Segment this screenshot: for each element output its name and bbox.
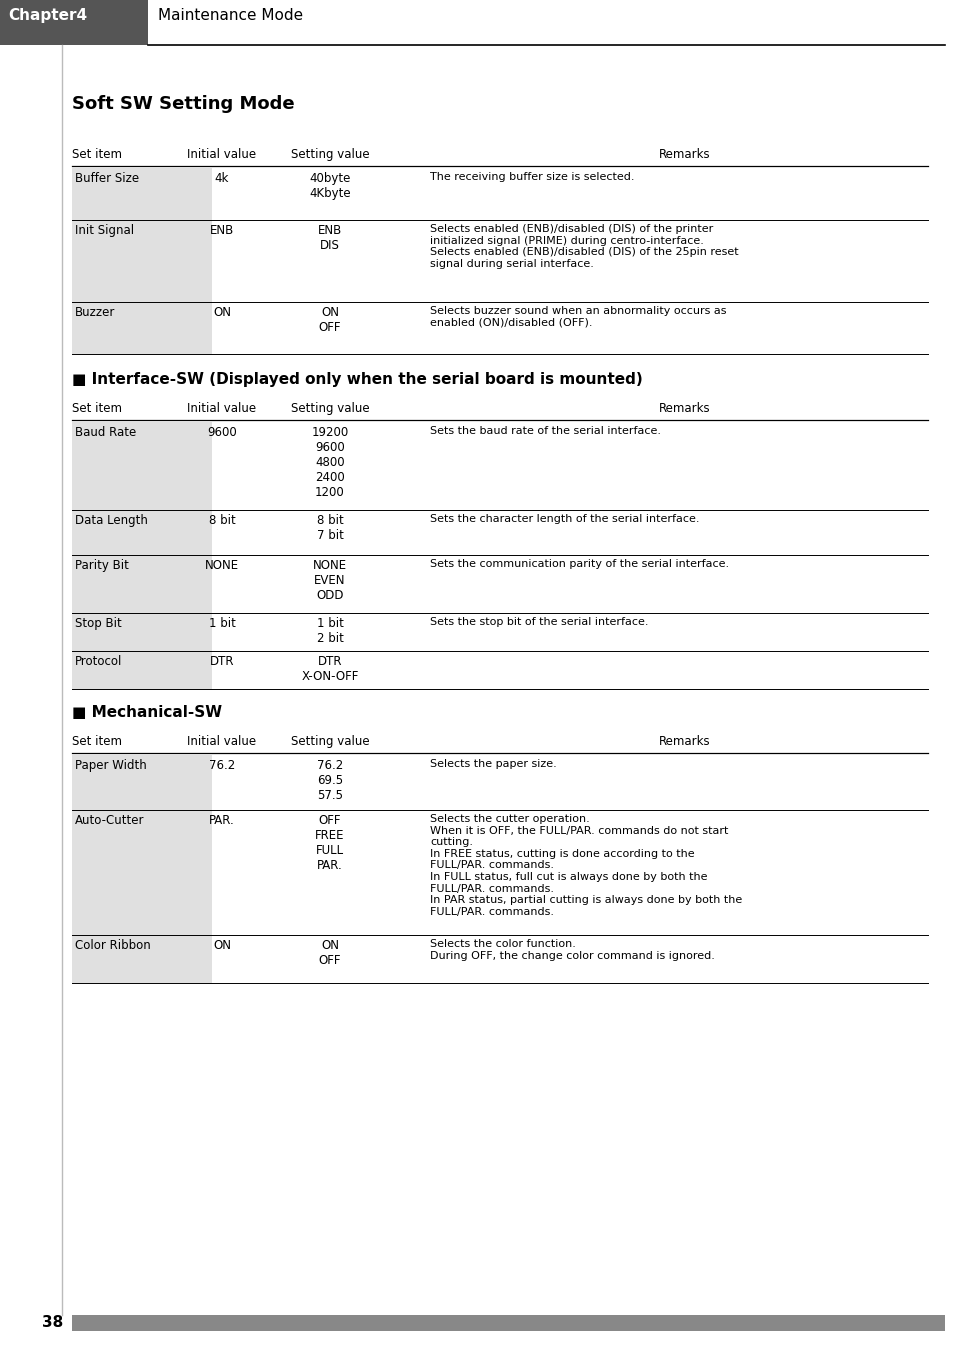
Text: Sets the stop bit of the serial interface.: Sets the stop bit of the serial interfac… <box>430 617 648 627</box>
Text: Data Length: Data Length <box>75 514 148 527</box>
Text: 40byte
4Kbyte: 40byte 4Kbyte <box>309 172 351 200</box>
Text: PAR.: PAR. <box>209 814 234 827</box>
Text: ON: ON <box>213 940 231 952</box>
Text: Initial value: Initial value <box>187 147 256 161</box>
Text: Sets the communication parity of the serial interface.: Sets the communication parity of the ser… <box>430 558 728 569</box>
Bar <box>71 556 212 612</box>
Text: 19200
9600
4800
2400
1200: 19200 9600 4800 2400 1200 <box>311 426 348 499</box>
Text: Setting value: Setting value <box>291 735 369 748</box>
Text: Set item: Set item <box>71 402 122 415</box>
Text: Buzzer: Buzzer <box>75 306 115 319</box>
Text: Remarks: Remarks <box>659 735 710 748</box>
Text: ON
OFF: ON OFF <box>318 940 341 967</box>
Text: Initial value: Initial value <box>187 735 256 748</box>
Text: ■ Interface-SW (Displayed only when the serial board is mounted): ■ Interface-SW (Displayed only when the … <box>71 372 642 387</box>
Text: Setting value: Setting value <box>291 147 369 161</box>
Text: Protocol: Protocol <box>75 654 122 668</box>
Text: DTR: DTR <box>210 654 234 668</box>
Text: 4k: 4k <box>214 172 229 185</box>
Bar <box>71 1315 944 1330</box>
Text: Selects the cutter operation.
When it is OFF, the FULL/PAR. commands do not star: Selects the cutter operation. When it is… <box>430 814 741 917</box>
Bar <box>0 0 148 45</box>
Text: NONE
EVEN
ODD: NONE EVEN ODD <box>313 558 347 602</box>
Text: Initial value: Initial value <box>187 402 256 415</box>
Text: ON
OFF: ON OFF <box>318 306 341 334</box>
Bar <box>71 612 212 652</box>
Text: Buffer Size: Buffer Size <box>75 172 139 185</box>
Text: Set item: Set item <box>71 147 122 161</box>
Text: 1 bit: 1 bit <box>209 617 235 630</box>
Text: The receiving buffer size is selected.: The receiving buffer size is selected. <box>430 172 634 183</box>
Text: Init Signal: Init Signal <box>75 224 134 237</box>
Text: DTR
X-ON-OFF: DTR X-ON-OFF <box>301 654 358 683</box>
Text: Auto-Cutter: Auto-Cutter <box>75 814 144 827</box>
Text: Sets the character length of the serial interface.: Sets the character length of the serial … <box>430 514 699 525</box>
Text: Setting value: Setting value <box>291 402 369 415</box>
Text: 8 bit
7 bit: 8 bit 7 bit <box>316 514 343 542</box>
Bar <box>71 301 212 354</box>
Text: Parity Bit: Parity Bit <box>75 558 129 572</box>
Text: Remarks: Remarks <box>659 402 710 415</box>
Text: Chapter4: Chapter4 <box>8 8 87 23</box>
Bar <box>71 168 212 220</box>
Bar <box>71 220 212 301</box>
Text: ON: ON <box>213 306 231 319</box>
Text: Maintenance Mode: Maintenance Mode <box>158 8 303 23</box>
Text: ■ Mechanical-SW: ■ Mechanical-SW <box>71 704 222 721</box>
Text: 76.2
69.5
57.5: 76.2 69.5 57.5 <box>316 758 343 802</box>
Text: Selects the color function.
During OFF, the change color command is ignored.: Selects the color function. During OFF, … <box>430 940 714 961</box>
Text: 9600: 9600 <box>207 426 236 439</box>
Text: ENB: ENB <box>210 224 233 237</box>
Text: Stop Bit: Stop Bit <box>75 617 122 630</box>
Bar <box>71 754 212 810</box>
Text: OFF
FREE
FULL
PAR.: OFF FREE FULL PAR. <box>314 814 344 872</box>
Bar <box>71 510 212 556</box>
Text: ENB
DIS: ENB DIS <box>317 224 342 251</box>
Text: Soft SW Setting Mode: Soft SW Setting Mode <box>71 95 294 114</box>
Text: 76.2: 76.2 <box>209 758 234 772</box>
Text: Selects the paper size.: Selects the paper size. <box>430 758 557 769</box>
Bar <box>71 652 212 690</box>
Text: Set item: Set item <box>71 735 122 748</box>
Bar <box>71 810 212 936</box>
Bar <box>71 936 212 983</box>
Text: NONE: NONE <box>205 558 239 572</box>
Text: Paper Width: Paper Width <box>75 758 147 772</box>
Bar <box>71 422 212 510</box>
Text: 8 bit: 8 bit <box>209 514 235 527</box>
Text: 1 bit
2 bit: 1 bit 2 bit <box>316 617 343 645</box>
Text: Selects buzzer sound when an abnormality occurs as
enabled (ON)/disabled (OFF).: Selects buzzer sound when an abnormality… <box>430 306 726 327</box>
Text: Sets the baud rate of the serial interface.: Sets the baud rate of the serial interfa… <box>430 426 660 435</box>
Text: Color Ribbon: Color Ribbon <box>75 940 151 952</box>
Text: Remarks: Remarks <box>659 147 710 161</box>
Text: Selects enabled (ENB)/disabled (DIS) of the printer
initialized signal (PRIME) d: Selects enabled (ENB)/disabled (DIS) of … <box>430 224 738 269</box>
Text: Baud Rate: Baud Rate <box>75 426 136 439</box>
Text: 38: 38 <box>42 1315 63 1330</box>
